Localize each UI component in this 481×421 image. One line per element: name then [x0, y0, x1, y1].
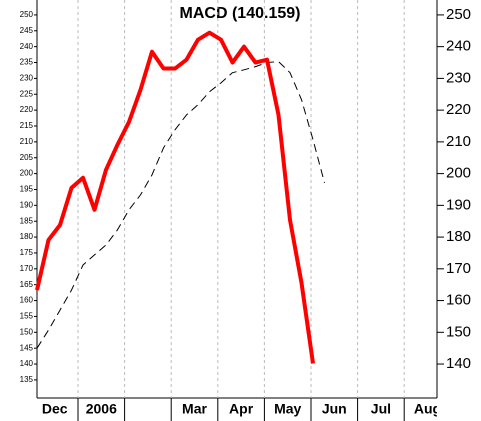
x-tick-label: May — [274, 401, 301, 417]
y-tick-label: 210 — [20, 137, 34, 146]
y-tick-label: 195 — [20, 185, 34, 194]
y-tick-label: 145 — [20, 343, 34, 352]
series-line — [35, 30, 315, 364]
y2-tick-label: 190 — [446, 196, 471, 213]
x-tick-label: Jun — [322, 401, 347, 417]
series-line — [36, 61, 325, 349]
y-tick-label: 200 — [20, 169, 34, 178]
y2-tick-label: 220 — [446, 101, 471, 118]
y-tick-label: 235 — [20, 58, 34, 67]
y2-tick-label: 230 — [446, 69, 471, 86]
y2-tick-label: 200 — [446, 165, 471, 182]
y-tick-label: 240 — [20, 42, 34, 51]
y-tick-label: 190 — [20, 200, 34, 209]
y2-tick-label: 160 — [446, 292, 471, 309]
y-tick-label: 165 — [20, 280, 34, 289]
y-tick-label: 135 — [20, 375, 34, 384]
y-tick-label: 180 — [20, 232, 34, 241]
y-tick-label: 140 — [20, 359, 34, 368]
y-tick-label: 225 — [20, 89, 34, 98]
y-tick-label: 220 — [20, 105, 34, 114]
y2-tick-label: 150 — [446, 323, 471, 340]
x-tick-label: Aug — [414, 401, 441, 417]
y-tick-label: 205 — [20, 153, 34, 162]
y2-tick-label: 180 — [446, 228, 471, 245]
x-tick-label: Mar — [182, 401, 207, 417]
y2-tick-label: 140 — [446, 355, 471, 372]
x-tick-label: 2006 — [86, 401, 117, 417]
chart-title: MACD (140.159) — [180, 5, 301, 22]
y2-tick-label: 250 — [446, 6, 471, 23]
x-tick-label: Apr — [229, 401, 254, 417]
y-tick-label: 215 — [20, 121, 34, 130]
y2-tick-label: 210 — [446, 133, 471, 150]
y-tick-label: 230 — [20, 74, 34, 83]
y-tick-label: 160 — [20, 296, 34, 305]
x-tick-label: Dec — [42, 401, 68, 417]
x-tick-label: Jul — [371, 401, 391, 417]
y-tick-label: 250 — [20, 10, 34, 19]
y-tick-label: 155 — [20, 312, 34, 321]
y-tick-label: 185 — [20, 216, 34, 225]
y-tick-label: 175 — [20, 248, 34, 257]
y-tick-label: 170 — [20, 264, 34, 273]
y-tick-label: 245 — [20, 26, 34, 35]
x-labels: Dec 2006 Mar Apr May Jun Jul Aug — [42, 401, 441, 417]
y2-tick-label: 170 — [446, 260, 471, 277]
y-tick-label: 150 — [20, 327, 34, 336]
y2-tick-label: 240 — [446, 38, 471, 55]
